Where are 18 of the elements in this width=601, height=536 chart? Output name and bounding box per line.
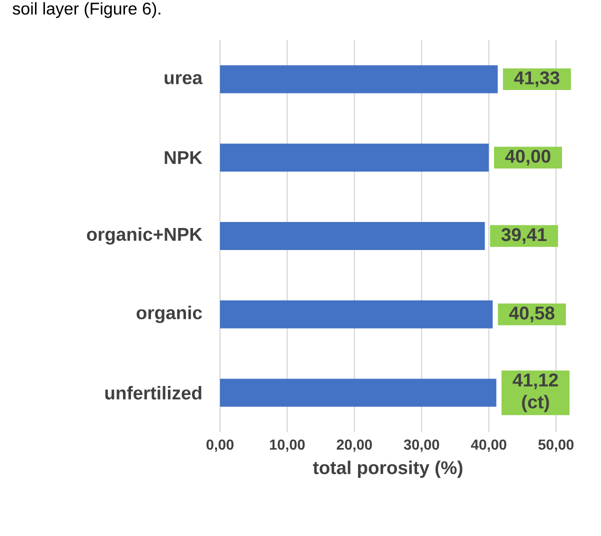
data-label: 41,33 — [514, 71, 560, 88]
x-tick-label: 30,00 — [404, 440, 440, 452]
data-label: 41,12 (ct) — [512, 373, 558, 412]
y-tick-label: organic — [136, 306, 202, 324]
data-label: 40,58 — [509, 306, 554, 322]
data-label: 39,41 — [501, 228, 547, 244]
y-tick-label: urea — [164, 74, 203, 84]
y-tick-label: NPK — [164, 151, 202, 164]
y-tick-label: organic+NPK — [86, 227, 202, 245]
x-tick-label: 40,00 — [470, 440, 506, 452]
x-axis-title: total porosity (%) — [312, 460, 462, 478]
x-tick-label: 50,00 — [538, 440, 574, 452]
data-label: 40,00 — [505, 150, 550, 166]
y-tick-label: unfertilized — [105, 386, 202, 400]
x-tick-label: 0,00 — [206, 440, 234, 452]
x-tick-label: 20,00 — [336, 440, 372, 452]
x-tick-label: 10,00 — [270, 440, 305, 452]
text: soil layer (Figure 6). — [12, 2, 160, 18]
